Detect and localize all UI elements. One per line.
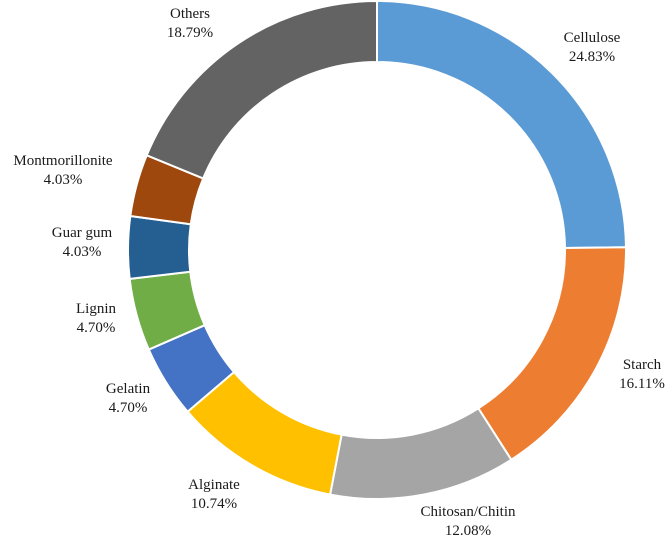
value-label: 4.03%	[63, 244, 102, 260]
category-label: Others	[170, 6, 210, 22]
value-label: 4.70%	[77, 320, 116, 336]
category-label: Chitosan/Chitin	[420, 504, 516, 520]
category-label: Gelatin	[106, 381, 151, 397]
slice-label-starch: Starch 16.11%	[619, 357, 665, 392]
value-label: 24.83%	[569, 49, 615, 65]
category-label: Cellulose	[564, 30, 621, 46]
slice-label-lignin: Lignin 4.70%	[76, 301, 116, 336]
category-label: Alginate	[188, 477, 240, 493]
category-label: Starch	[623, 357, 662, 373]
category-label: Guar gum	[52, 225, 113, 241]
slice-guar-gum	[127, 214, 192, 280]
slice-label-alginate: Alginate 10.74%	[188, 477, 240, 512]
slice-starch	[476, 246, 627, 462]
value-label: 4.70%	[109, 400, 148, 416]
slice-label-montmorillonite: Montmorillonite 4.03%	[13, 153, 113, 188]
slice-label-chitosan-chitin: Chitosan/Chitin 12.08%	[420, 504, 516, 539]
slice-label-gelatin: Gelatin 4.70%	[106, 381, 151, 416]
slice-labels: Cellulose 24.83% Starch 16.11% Chitosan/Chit…	[13, 6, 664, 539]
value-label: 18.79%	[167, 25, 213, 41]
value-label: 10.74%	[191, 496, 237, 512]
donut-slices	[127, 0, 627, 500]
value-label: 4.03%	[44, 172, 83, 188]
slice-others	[145, 0, 378, 180]
value-label: 16.11%	[619, 376, 665, 392]
slice-chitosan-chitin	[328, 406, 513, 500]
category-label: Lignin	[76, 301, 116, 317]
category-label: Montmorillonite	[13, 153, 113, 169]
slice-label-guar-gum: Guar gum 4.03%	[52, 225, 113, 260]
slice-label-cellulose: Cellulose 24.83%	[564, 30, 621, 65]
value-label: 12.08%	[445, 523, 491, 539]
slice-label-others: Others 18.79%	[167, 6, 213, 41]
